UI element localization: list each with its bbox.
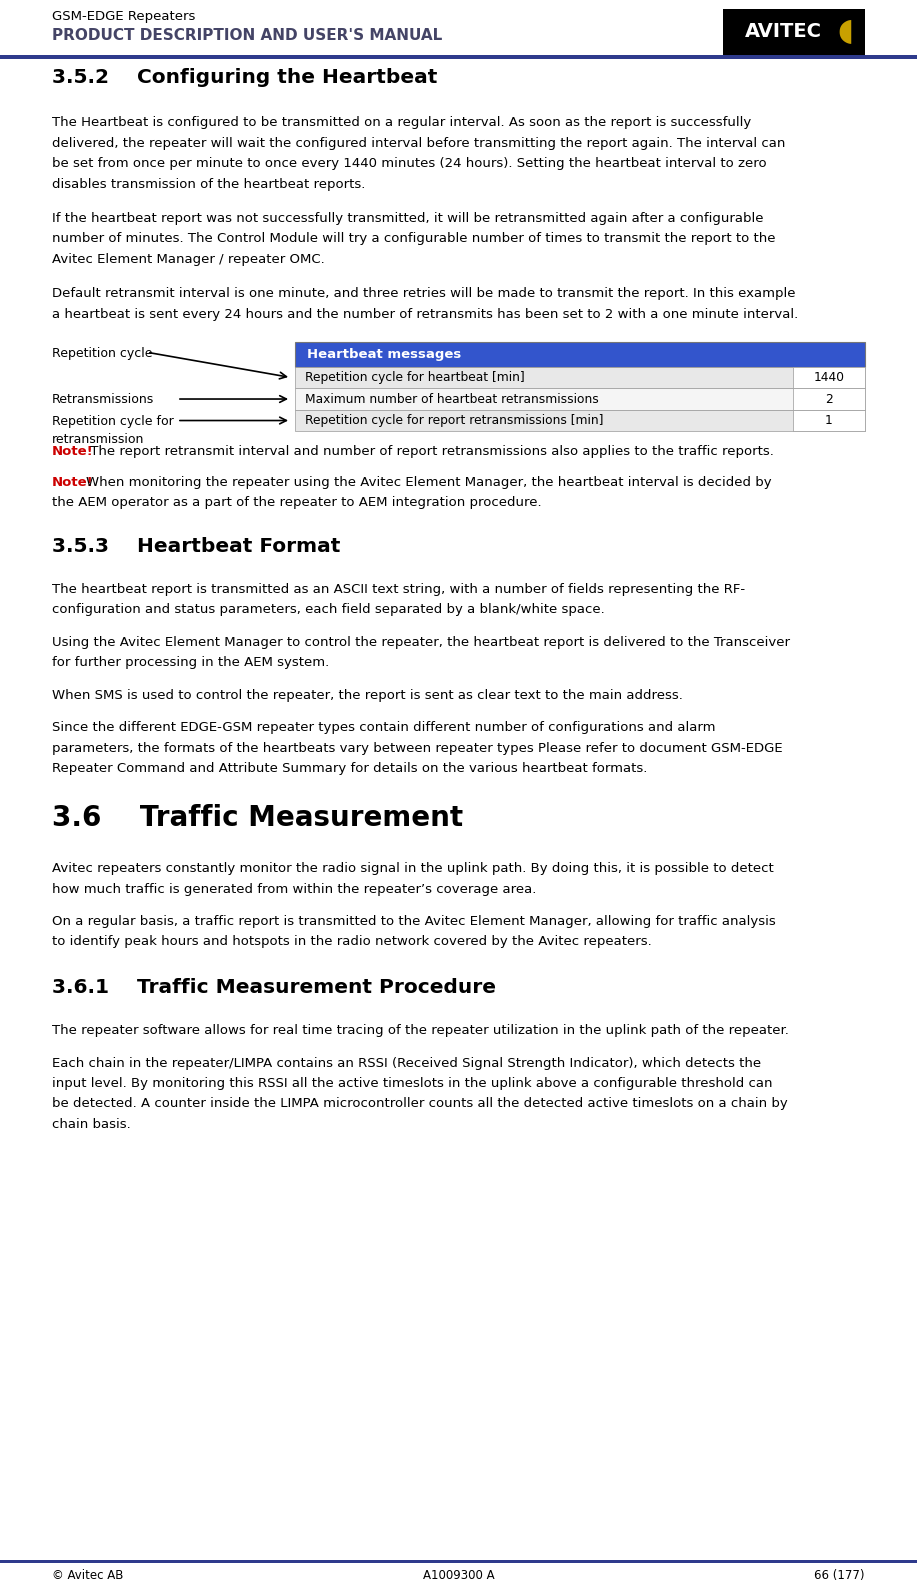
- Bar: [295, 367, 865, 388]
- Text: for further processing in the AEM system.: for further processing in the AEM system…: [52, 656, 329, 669]
- Bar: [295, 342, 865, 367]
- Bar: [295, 388, 865, 410]
- Bar: [0, 54, 917, 59]
- Text: A1009300 A: A1009300 A: [423, 1568, 494, 1583]
- Text: Repeater Command and Attribute Summary for details on the various heartbeat form: Repeater Command and Attribute Summary f…: [52, 763, 647, 775]
- Text: Maximum number of heartbeat retransmissions: Maximum number of heartbeat retransmissi…: [305, 392, 599, 405]
- Bar: [723, 10, 865, 56]
- Text: parameters, the formats of the heartbeats vary between repeater types Please ref: parameters, the formats of the heartbeat…: [52, 742, 782, 755]
- Text: 66 (177): 66 (177): [814, 1568, 865, 1583]
- Text: the AEM operator as a part of the repeater to AEM integration procedure.: the AEM operator as a part of the repeat…: [52, 496, 542, 508]
- Text: to identify peak hours and hotspots in the radio network covered by the Avitec r: to identify peak hours and hotspots in t…: [52, 936, 652, 949]
- Bar: [295, 410, 865, 431]
- Text: 3.6.1    Traffic Measurement Procedure: 3.6.1 Traffic Measurement Procedure: [52, 977, 496, 996]
- Text: Repetition cycle: Repetition cycle: [52, 348, 152, 361]
- Text: retransmission: retransmission: [52, 434, 144, 447]
- Text: Repetition cycle for: Repetition cycle for: [52, 415, 173, 427]
- Bar: [793, 367, 865, 388]
- Text: 2: 2: [825, 392, 833, 405]
- Text: GSM-EDGE Repeaters: GSM-EDGE Repeaters: [52, 10, 195, 22]
- Text: © Avitec AB: © Avitec AB: [52, 1568, 124, 1583]
- Text: The Heartbeat is configured to be transmitted on a regular interval. As soon as : The Heartbeat is configured to be transm…: [52, 116, 751, 129]
- Text: When SMS is used to control the repeater, the report is sent as clear text to th: When SMS is used to control the repeater…: [52, 688, 683, 702]
- Text: The report retransmit interval and number of report retransmissions also applies: The report retransmit interval and numbe…: [85, 445, 773, 458]
- Text: delivered, the repeater will wait the configured interval before transmitting th: delivered, the repeater will wait the co…: [52, 137, 785, 149]
- Text: Repetition cycle for heartbeat [min]: Repetition cycle for heartbeat [min]: [305, 370, 525, 385]
- Bar: [0, 1560, 917, 1562]
- Text: On a regular basis, a traffic report is transmitted to the Avitec Element Manage: On a regular basis, a traffic report is …: [52, 915, 776, 928]
- Text: If the heartbeat report was not successfully transmitted, it will be retransmitt: If the heartbeat report was not successf…: [52, 211, 764, 226]
- Text: chain basis.: chain basis.: [52, 1119, 131, 1131]
- Text: Avitec repeaters constantly monitor the radio signal in the uplink path. By doin: Avitec repeaters constantly monitor the …: [52, 863, 774, 876]
- Text: a heartbeat is sent every 24 hours and the number of retransmits has been set to: a heartbeat is sent every 24 hours and t…: [52, 308, 799, 321]
- Text: 3.5.3    Heartbeat Format: 3.5.3 Heartbeat Format: [52, 537, 340, 556]
- Text: Default retransmit interval is one minute, and three retries will be made to tra: Default retransmit interval is one minut…: [52, 288, 796, 300]
- Text: disables transmission of the heartbeat reports.: disables transmission of the heartbeat r…: [52, 178, 365, 191]
- Text: 1: 1: [825, 415, 833, 427]
- Text: When monitoring the repeater using the Avitec Element Manager, the heartbeat int: When monitoring the repeater using the A…: [85, 475, 771, 489]
- Text: Each chain in the repeater/LIMPA contains an RSSI (Received Signal Strength Indi: Each chain in the repeater/LIMPA contain…: [52, 1057, 761, 1069]
- Text: number of minutes. The Control Module will try a configurable number of times to: number of minutes. The Control Module wi…: [52, 232, 776, 245]
- Text: Retransmissions: Retransmissions: [52, 392, 154, 405]
- Text: Repetition cycle for report retransmissions [min]: Repetition cycle for report retransmissi…: [305, 415, 603, 427]
- Text: 3.5.2    Configuring the Heartbeat: 3.5.2 Configuring the Heartbeat: [52, 68, 437, 87]
- Text: Heartbeat messages: Heartbeat messages: [307, 348, 461, 361]
- Text: AVITEC: AVITEC: [745, 22, 822, 41]
- Text: ◖: ◖: [837, 16, 853, 46]
- Text: The repeater software allows for real time tracing of the repeater utilization i: The repeater software allows for real ti…: [52, 1025, 789, 1038]
- Text: The heartbeat report is transmitted as an ASCII text string, with a number of fi: The heartbeat report is transmitted as a…: [52, 583, 746, 596]
- Text: Since the different EDGE-GSM repeater types contain different number of configur: Since the different EDGE-GSM repeater ty…: [52, 721, 715, 734]
- Text: how much traffic is generated from within the repeater’s coverage area.: how much traffic is generated from withi…: [52, 882, 536, 896]
- Text: Avitec Element Manager / repeater OMC.: Avitec Element Manager / repeater OMC.: [52, 253, 325, 265]
- Text: configuration and status parameters, each field separated by a blank/white space: configuration and status parameters, eac…: [52, 604, 604, 617]
- Text: input level. By monitoring this RSSI all the active timeslots in the uplink abov: input level. By monitoring this RSSI all…: [52, 1077, 772, 1090]
- Text: Using the Avitec Element Manager to control the repeater, the heartbeat report i: Using the Avitec Element Manager to cont…: [52, 636, 790, 648]
- Text: be set from once per minute to once every 1440 minutes (24 hours). Setting the h: be set from once per minute to once ever…: [52, 157, 767, 170]
- Text: be detected. A counter inside the LIMPA microcontroller counts all the detected : be detected. A counter inside the LIMPA …: [52, 1098, 788, 1111]
- Bar: [793, 410, 865, 431]
- Text: PRODUCT DESCRIPTION AND USER'S MANUAL: PRODUCT DESCRIPTION AND USER'S MANUAL: [52, 29, 442, 43]
- Bar: [793, 388, 865, 410]
- Text: Note!: Note!: [52, 475, 94, 489]
- Text: 3.6    Traffic Measurement: 3.6 Traffic Measurement: [52, 804, 463, 833]
- Text: Note!: Note!: [52, 445, 94, 458]
- Text: 1440: 1440: [813, 370, 845, 385]
